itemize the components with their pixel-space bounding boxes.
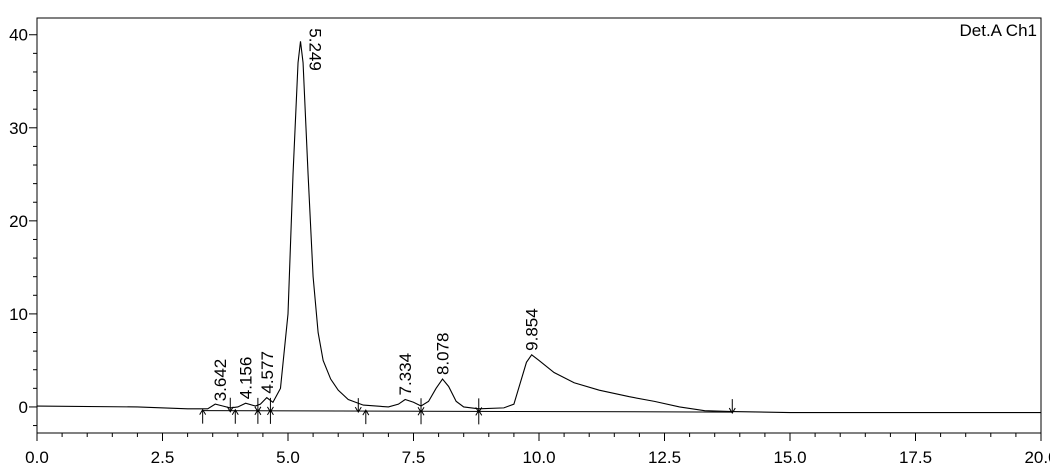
y-tick-label: 20 bbox=[9, 212, 28, 231]
down-arrow bbox=[267, 397, 274, 413]
peak-label: 4.156 bbox=[237, 357, 256, 400]
up-arrow bbox=[231, 408, 239, 424]
up-arrow bbox=[199, 408, 207, 424]
down-arrow bbox=[226, 397, 234, 413]
down-arrow bbox=[254, 397, 262, 413]
arrow-shape bbox=[728, 399, 736, 415]
x-tick-label: 0.0 bbox=[25, 448, 49, 467]
x-tick-label: 2.5 bbox=[151, 448, 175, 467]
arrow-shape bbox=[362, 409, 370, 425]
y-tick-label: 10 bbox=[9, 305, 28, 324]
down-arrow bbox=[728, 399, 736, 415]
down-arrow bbox=[417, 398, 425, 414]
plot-frame bbox=[36, 17, 1042, 434]
y-tick-label: 40 bbox=[9, 26, 28, 45]
peak-label: 8.078 bbox=[434, 332, 453, 375]
integration-baseline bbox=[202, 410, 733, 413]
arrow-shape bbox=[475, 398, 483, 414]
arrow-shape bbox=[226, 397, 234, 413]
peak-label: 5.249 bbox=[305, 28, 324, 71]
x-tick-label: 15.0 bbox=[773, 448, 806, 467]
x-tick-label: 10.0 bbox=[522, 448, 555, 467]
y-tick-label: 0 bbox=[19, 398, 28, 417]
x-tick-label: 20.0 bbox=[1024, 448, 1050, 467]
x-tick-label: 7.5 bbox=[402, 448, 426, 467]
arrow-shape bbox=[231, 408, 239, 424]
arrow-shape bbox=[417, 398, 425, 414]
down-arrow bbox=[475, 398, 483, 414]
peak-label: 3.642 bbox=[211, 359, 230, 402]
peak-label: 9.854 bbox=[523, 308, 542, 351]
x-tick-label: 12.5 bbox=[648, 448, 681, 467]
x-tick-label: 5.0 bbox=[276, 448, 300, 467]
down-arrow bbox=[354, 398, 362, 414]
arrow-shape bbox=[199, 408, 207, 424]
chromatogram-trace bbox=[36, 41, 1041, 414]
peak-label: 4.577 bbox=[258, 351, 277, 394]
arrow-shape bbox=[254, 397, 262, 413]
x-tick-label: 17.5 bbox=[899, 448, 932, 467]
arrow-shape bbox=[267, 397, 274, 413]
arrow-shape bbox=[354, 398, 362, 414]
y-tick-label: 30 bbox=[9, 119, 28, 138]
detector-label: Det.A Ch1 bbox=[960, 21, 1038, 40]
up-arrow bbox=[362, 409, 370, 425]
peak-label: 7.334 bbox=[396, 353, 415, 396]
